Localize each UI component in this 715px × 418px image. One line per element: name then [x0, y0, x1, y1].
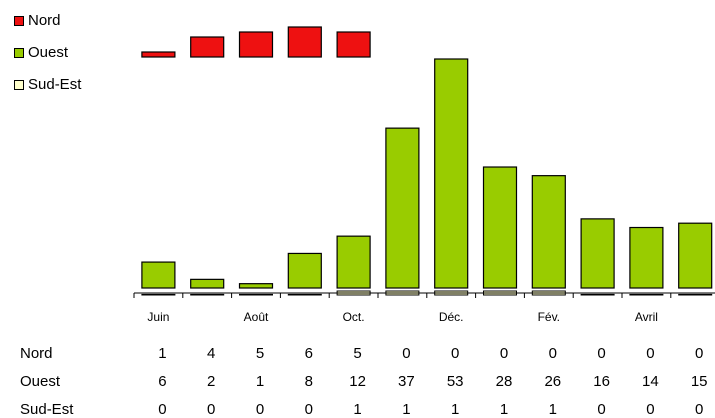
table-cell: 0	[695, 345, 703, 362]
category-tick-labels: Juin Août Oct. Déc. Fév. Avril	[147, 310, 658, 324]
legend-item-nord: Nord	[14, 10, 81, 31]
bar-ouest-0	[141, 261, 176, 289]
legend: Nord Ouest Sud-Est	[14, 10, 81, 106]
table-cell: 12	[349, 373, 366, 390]
bar-sud-est-1	[190, 293, 225, 296]
table-cell: 1	[402, 401, 410, 418]
bar-nord-0	[141, 51, 176, 58]
table-cell: 15	[691, 373, 708, 390]
legend-swatch-sud-est	[14, 79, 24, 90]
bar-ouest-3	[287, 252, 322, 289]
x-tick-label: Fév.	[538, 310, 560, 324]
table-cell: 0	[695, 401, 703, 418]
table-row-label: Sud-Est	[20, 401, 74, 418]
legend-label-ouest: Ouest	[28, 44, 69, 61]
bar-ouest-5	[385, 127, 420, 289]
x-tick-label: Août	[244, 310, 269, 324]
table-row-label: Nord	[20, 345, 53, 362]
bar-ouest-8	[531, 175, 566, 289]
table-cell: 0	[305, 401, 313, 418]
legend-label-nord: Nord	[28, 12, 61, 29]
table-cell: 0	[402, 345, 410, 362]
legend-swatch-ouest	[14, 47, 24, 58]
table-cell: 1	[500, 401, 508, 418]
table-cell: 8	[305, 373, 313, 390]
bar-nord-2	[238, 31, 274, 58]
table-cell: 1	[256, 373, 264, 390]
x-tick-label: Oct.	[343, 310, 365, 324]
table-cell: 28	[496, 373, 513, 390]
table-cell: 5	[353, 345, 361, 362]
bar-sud-est-2	[239, 293, 273, 296]
bar-sud-est-10	[629, 293, 664, 296]
bar-nord-1	[190, 36, 225, 58]
bar-nord-3	[287, 26, 322, 58]
bar-ouest-1	[190, 278, 225, 289]
table-cell: 37	[398, 373, 415, 390]
legend-item-sud-est: Sud-Est	[14, 74, 81, 95]
ouest-series	[141, 58, 713, 289]
table-cell: 0	[646, 401, 654, 418]
table-cell: 0	[256, 401, 264, 418]
x-tick-label: Avril	[635, 310, 658, 324]
table-cell: 1	[451, 401, 459, 418]
bar-ouest-10	[629, 226, 664, 289]
table-cell: 0	[207, 401, 215, 418]
bar-sud-est-0	[141, 293, 176, 296]
table-cell: 2	[207, 373, 215, 390]
legend-label-sud-est: Sud-Est	[28, 76, 82, 93]
table-cell: 26	[544, 373, 561, 390]
nord-series	[141, 26, 371, 58]
table-cell: 0	[597, 345, 605, 362]
table-cell: 0	[597, 401, 605, 418]
table-cell: 0	[500, 345, 508, 362]
legend-item-ouest: Ouest	[14, 42, 81, 63]
table-row-label: Ouest	[20, 373, 61, 390]
table-cell: 16	[593, 373, 610, 390]
bar-ouest-4	[336, 235, 371, 289]
table-cell: 53	[447, 373, 464, 390]
bar-ouest-2	[238, 283, 274, 289]
bar-ouest-9	[580, 218, 615, 289]
table-cell: 5	[256, 345, 264, 362]
table-cell: 0	[549, 345, 557, 362]
x-tick-label: Juin	[147, 310, 169, 324]
table-cell: 1	[549, 401, 557, 418]
table-cell: 14	[642, 373, 659, 390]
bar-nord-4	[336, 31, 371, 58]
category-axis	[133, 292, 715, 298]
table-cell: 4	[207, 345, 215, 362]
bar-ouest-11	[678, 222, 713, 289]
table-cell: 6	[158, 373, 166, 390]
table-cell: 0	[646, 345, 654, 362]
legend-swatch-nord	[14, 15, 24, 26]
bar-sud-est-11	[678, 293, 713, 296]
bar-ouest-7	[482, 166, 518, 289]
bar-ouest-6	[434, 58, 469, 289]
bar-sud-est-3	[287, 293, 322, 296]
table-cell: 0	[451, 345, 459, 362]
table-cell: 0	[158, 401, 166, 418]
table-cell: 6	[305, 345, 313, 362]
table-cell: 1	[158, 345, 166, 362]
x-tick-label: Déc.	[439, 310, 464, 324]
table-cell: 1	[353, 401, 361, 418]
bar-sud-est-9	[580, 293, 615, 296]
